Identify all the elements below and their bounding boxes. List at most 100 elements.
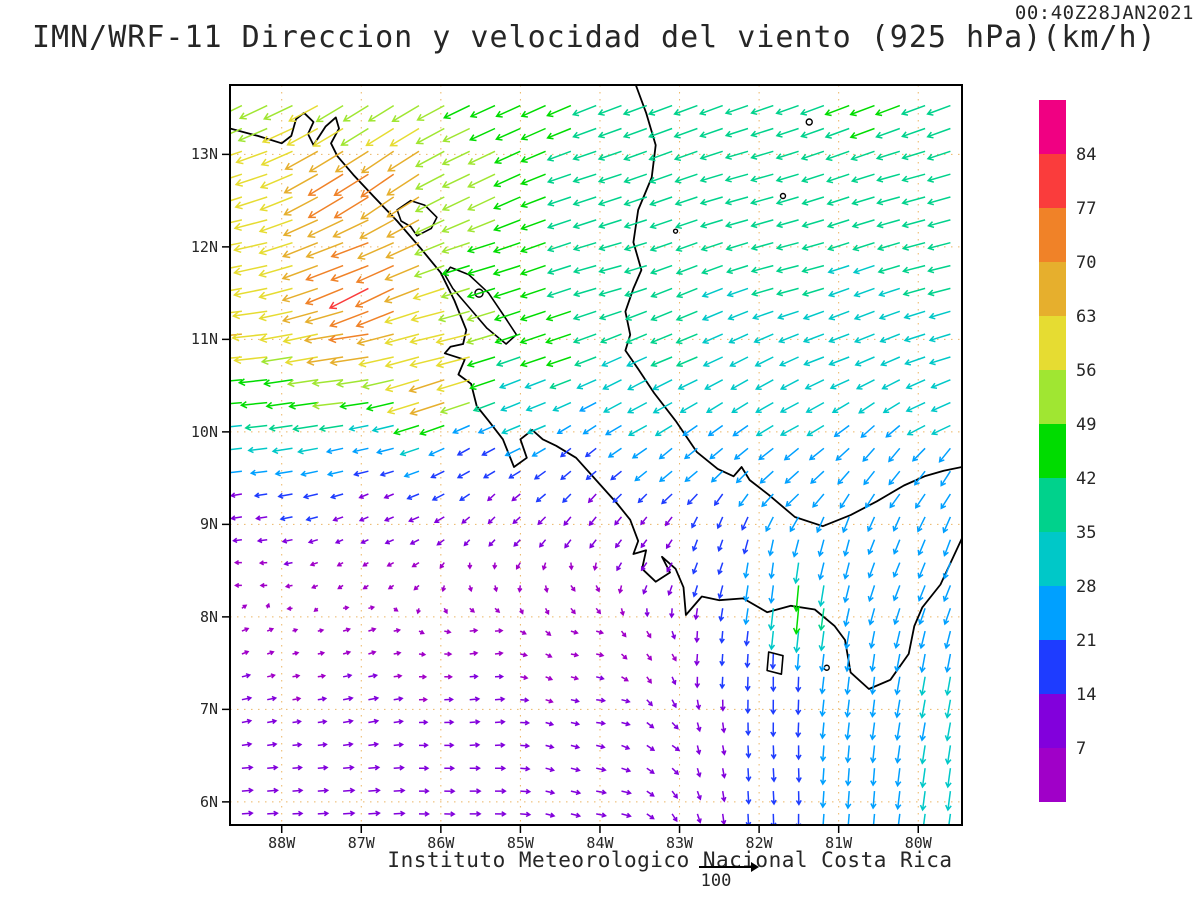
wind-vector [623,241,648,252]
wind-vector [572,127,597,139]
wind-vector [311,401,344,410]
wind-vector [519,356,546,368]
wind-vector [728,333,749,344]
wind-vector [768,631,776,651]
wind-vector [305,516,318,522]
wind-vector [853,333,875,344]
wind-vector [853,287,875,298]
wind-vector [283,173,319,194]
wind-vector [556,424,572,435]
wind-vector [646,630,652,639]
wind-vector [801,219,825,229]
wind-vector [901,264,926,274]
wind-vector [545,675,554,681]
wind-vector [418,719,429,726]
wind-vector [526,424,546,435]
wind-vector [854,356,875,367]
wind-vector [362,584,369,590]
wind-vector [619,608,625,617]
wind-vector [892,539,901,555]
lon-tick-label: 85W [506,834,534,852]
wind-vector [724,219,749,229]
wind-vector [572,333,597,344]
wind-vector [597,173,622,184]
wind-vector [851,196,875,206]
wind-vector [750,219,774,229]
wind-vector [466,287,496,299]
wind-vector [546,150,572,162]
wind-vector [441,173,471,189]
wind-vector [743,562,750,579]
wind-vector [819,768,827,786]
wind-vector [816,516,825,534]
colorbar-segment [1039,748,1066,802]
wind-vector [309,561,319,567]
wind-vector [512,516,521,525]
wind-vector [386,401,420,415]
wind-vector [492,264,521,277]
wind-vector [419,788,430,794]
wind-vector [943,608,952,626]
wind-vector [545,721,555,727]
wind-vector [546,127,572,140]
wind-vector [292,424,318,433]
wind-vector [700,241,723,252]
wind-vector [755,379,774,391]
wind-vector [869,676,877,696]
wind-vector [666,562,673,573]
wind-vector [360,539,369,545]
wind-vector [241,718,253,725]
wind-vector [384,379,420,393]
wind-vector [646,699,653,707]
wind-vector [241,695,253,702]
wind-vector [487,493,496,502]
wind-vector [844,676,851,696]
wind-vector [828,310,850,321]
wind-vector [671,767,680,776]
wind-vector [753,333,774,344]
wind-vector [520,104,546,118]
wind-vector [930,424,951,436]
wind-vector [850,150,875,162]
wind-vector [795,722,802,739]
wind-vector [258,219,293,234]
wind-vector [940,470,952,487]
colorbar-segment [1039,100,1066,154]
wind-vector [466,241,496,254]
wind-vector [385,242,420,259]
wind-vector [463,539,471,547]
wind-vector [850,173,875,184]
wind-vector [640,539,648,549]
wind-vector [853,310,875,321]
wind-vector [927,241,951,251]
lat-tick-label: 12N [190,237,218,256]
wind-vector [437,310,470,323]
wind-vector [625,333,648,345]
wind-vector [230,379,242,382]
wind-vector [597,196,622,207]
wind-vector [391,104,420,123]
wind-vector [572,264,597,275]
wind-vector [843,630,851,650]
wind-vector [572,150,597,161]
colorbar-segment [1039,694,1066,748]
wind-vector [775,150,799,161]
wind-vector [646,813,655,820]
wind-vector [919,745,927,765]
wind-vector [329,310,369,328]
wind-vector [543,585,549,594]
wind-vector [572,173,597,184]
wind-vector [589,539,597,549]
wind-vector [570,812,582,819]
wind-vector [847,813,850,825]
wind-vector [230,310,242,314]
wind-vector [588,516,597,527]
wind-vector [745,768,752,783]
wind-vector [649,219,673,230]
wind-vector [230,241,243,246]
wind-vector [549,379,572,390]
wind-vector [233,355,268,365]
wind-vector [702,356,724,368]
wind-vector [620,653,628,660]
wind-vector [906,424,926,436]
